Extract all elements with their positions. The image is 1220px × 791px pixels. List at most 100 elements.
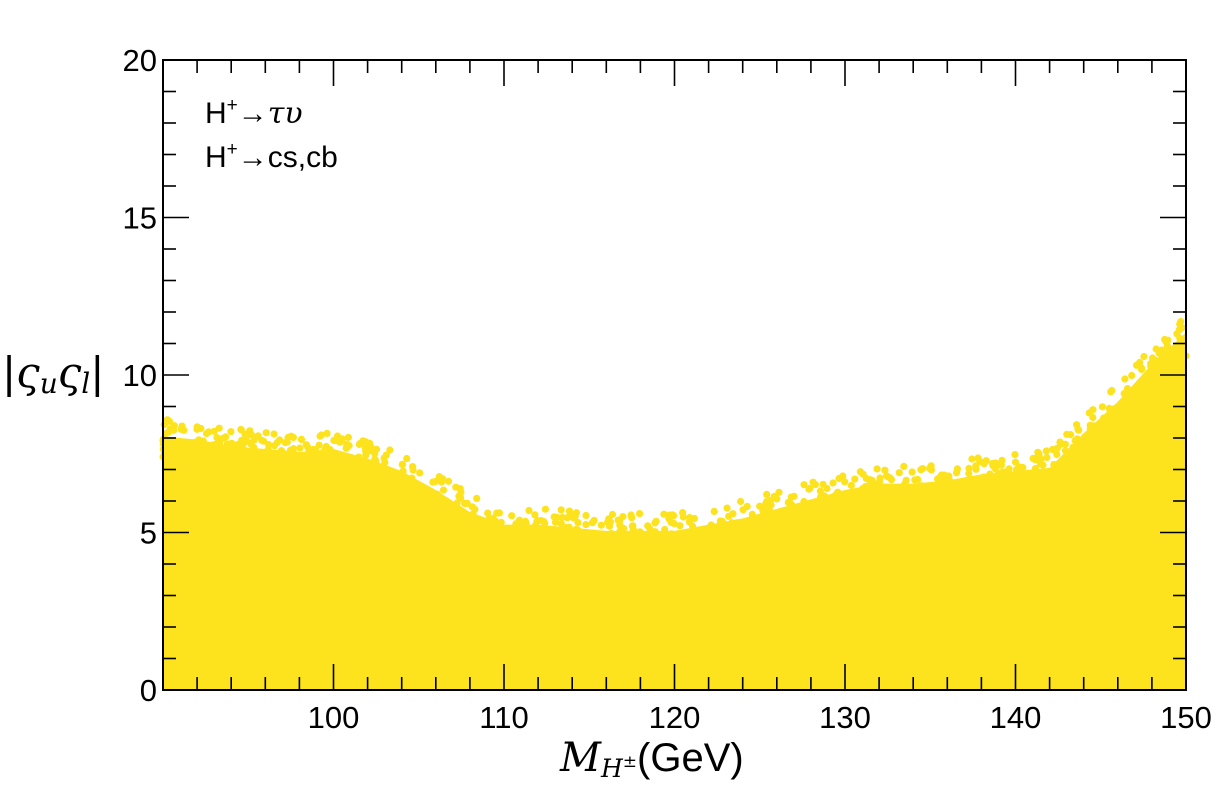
scatter-point — [851, 475, 859, 483]
scatter-point — [210, 427, 218, 435]
scatter-point — [557, 506, 565, 514]
scatter-point — [748, 510, 756, 518]
scatter-point — [766, 496, 775, 505]
scatter-point — [1005, 465, 1013, 473]
scatter-point — [608, 543, 617, 551]
scatter-point — [275, 455, 283, 463]
scatter-point — [900, 462, 908, 470]
scatter-point — [713, 535, 721, 543]
scatter-point — [385, 484, 393, 492]
scatter-point — [349, 473, 357, 481]
scatter-point — [541, 519, 549, 527]
scatter-point — [258, 466, 266, 474]
scatter-point — [270, 442, 278, 450]
scatter-point — [364, 463, 372, 471]
scatter-point — [320, 460, 329, 468]
scatter-point — [177, 425, 185, 433]
scatter-point — [1007, 476, 1015, 484]
scatter-point — [738, 526, 746, 534]
scatter-point — [1011, 451, 1019, 459]
scatter-point — [643, 531, 651, 539]
scatter-point — [193, 423, 201, 431]
scatter-point — [264, 446, 272, 454]
scatter-point — [403, 492, 411, 500]
scatter-point — [223, 452, 231, 461]
scatter-point — [650, 545, 659, 553]
scatter-point — [222, 433, 230, 441]
y-tick-label: 10 — [123, 358, 157, 393]
scatter-point — [542, 526, 550, 535]
scatter-point — [802, 505, 811, 513]
scatter-point — [781, 509, 789, 518]
scatter-point — [1063, 430, 1071, 438]
scatter-point — [640, 544, 648, 552]
scatter-point — [759, 507, 767, 515]
scatter-point — [823, 484, 831, 493]
scatter-point — [628, 514, 636, 522]
scatter-point — [968, 455, 976, 463]
scatter-point — [868, 501, 876, 509]
scatter-point — [800, 497, 808, 506]
scatter-point — [836, 503, 845, 512]
scatter-point — [784, 498, 792, 507]
scatter-point — [666, 512, 674, 520]
scatter-point — [444, 477, 453, 485]
scatter-point — [883, 472, 891, 480]
scatter-point — [182, 449, 190, 457]
scatter-point — [1110, 405, 1118, 413]
scatter-point — [205, 428, 213, 436]
scatter-point — [1059, 469, 1067, 477]
scatter-point — [1042, 447, 1050, 455]
scatter-point — [661, 525, 669, 534]
scatter-point — [170, 422, 178, 430]
scatter-point — [367, 447, 375, 455]
scatter-point — [375, 481, 383, 489]
scatter-point — [868, 476, 876, 485]
scatter-point — [258, 436, 266, 444]
scatter-point — [717, 521, 726, 530]
scatter-point — [488, 527, 496, 535]
scatter-point — [595, 547, 603, 555]
scatter-point — [229, 444, 237, 452]
scatter-point — [471, 505, 479, 513]
scatter-point — [537, 534, 546, 542]
scatter-point — [986, 485, 994, 494]
scatter-point — [989, 462, 997, 470]
scatter-point — [456, 485, 464, 493]
scatter-point — [1014, 478, 1022, 486]
scatter-point — [773, 495, 781, 503]
scatter-point — [574, 519, 582, 527]
scatter-point — [429, 478, 437, 486]
scatter-point — [271, 462, 279, 470]
scatter-point — [1042, 474, 1050, 482]
scatter-point — [937, 499, 945, 508]
scatter-point — [1142, 389, 1150, 397]
scatter-point — [281, 439, 289, 447]
legend-annotation-cs-cb: H+→cs,cb — [205, 139, 338, 174]
scatter-point — [396, 470, 404, 478]
scatter-point — [398, 460, 407, 468]
scatter-point — [497, 527, 505, 536]
scatter-point — [1081, 433, 1089, 441]
scatter-point — [252, 453, 261, 461]
scatter-point — [1011, 458, 1020, 466]
scatter-point — [838, 494, 846, 502]
scatter-point — [418, 483, 426, 491]
scatter-point — [903, 499, 911, 508]
scatter-point — [881, 466, 889, 474]
scatter-point — [938, 476, 947, 485]
scatter-point — [766, 507, 774, 515]
scatter-point — [997, 479, 1005, 487]
scatter-point — [323, 429, 331, 437]
scatter-point — [891, 493, 900, 501]
scatter-point — [491, 517, 499, 525]
scatter-point — [339, 470, 347, 478]
scatter-point — [790, 492, 798, 500]
scatter-point — [355, 453, 363, 461]
scatter-point — [660, 510, 668, 518]
scatter-point — [474, 531, 482, 539]
scatter-point — [951, 485, 959, 493]
scatter-point — [897, 488, 905, 496]
scatter-point — [867, 482, 875, 490]
scatter-point — [162, 429, 170, 438]
